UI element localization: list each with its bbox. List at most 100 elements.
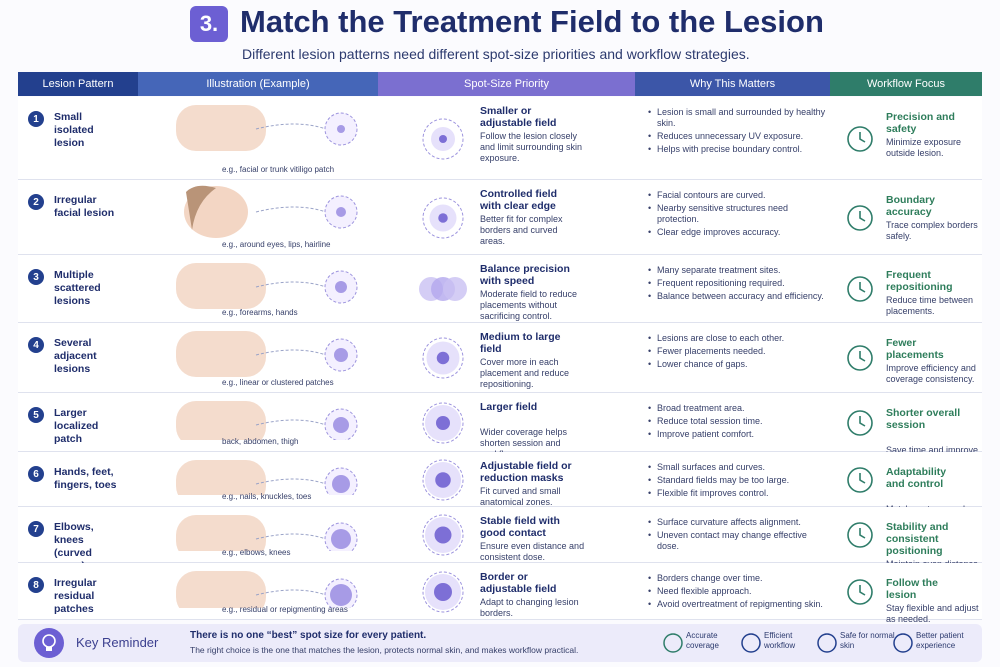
why-list: Broad treatment area. Reduce total sessio… (648, 403, 828, 442)
column-header: Why This Matters (635, 72, 830, 96)
focus-title: Stability and consistent positioning (886, 521, 949, 557)
focus-icon (844, 123, 876, 160)
why-list: Small surfaces and curves. Standard field… (648, 462, 828, 501)
illustration-caption: e.g., elbows, knees (222, 548, 291, 557)
why-item: Need flexible approach. (648, 586, 828, 597)
table-row: 2 Irregular facial lesion e.g., around eye… (18, 180, 982, 255)
priority-title: Medium to large field (480, 331, 561, 355)
why-list: Borders change over time. Need flexible a… (648, 573, 828, 612)
spot-icon-svg (422, 514, 464, 556)
why-item: Reduce total session time. (648, 416, 828, 427)
why-item: Lesion is small and surrounded by health… (648, 107, 828, 129)
row-number: 4 (28, 337, 44, 353)
column-header: Spot-Size Priority (378, 72, 635, 96)
lesion-pattern: Hands, feet, fingers, toes (54, 466, 117, 491)
badge-icon-svg (817, 633, 837, 653)
key-reminder: Key Reminder There is no one “best” spot… (18, 624, 982, 662)
focus-desc: Improve efficiency and coverage consiste… (886, 363, 976, 384)
spot-icon-svg (422, 197, 464, 238)
table-row: 4 Several adjacent lesions e.g., linear or… (18, 323, 982, 393)
focus-title: Frequent repositioning (886, 269, 953, 293)
illustration-caption: e.g., residual or repigmenting areas (222, 605, 348, 614)
focus-icon-svg (847, 409, 873, 436)
spot-icon-svg (419, 277, 467, 301)
subtitle: Different lesion patterns need different… (242, 46, 750, 62)
focus-icon (844, 464, 876, 501)
illustration-svg (176, 460, 358, 506)
column-header: Workflow Focus (830, 72, 982, 96)
spot-icon (418, 401, 468, 450)
why-item: Many separate treatment sites. (648, 265, 828, 276)
illustration-caption: e.g., around eyes, lips, hairline (222, 240, 331, 249)
why-item: Helps with precise boundary control. (648, 144, 828, 155)
illustration (156, 257, 396, 316)
badge-label: Efficient workflow (764, 631, 796, 650)
why-item: Reduces unnecessary UV exposure. (648, 131, 828, 142)
row-number: 7 (28, 521, 44, 537)
spot-icon-svg (422, 571, 464, 612)
focus-icon-svg (847, 522, 873, 548)
focus-icon-svg (847, 578, 873, 605)
focus-desc: Trace complex borders safely. (886, 220, 978, 241)
spot-icon (418, 117, 468, 166)
priority-title: Stable field with good contact (480, 515, 560, 539)
badge-icon-svg (893, 633, 913, 653)
row-number: 2 (28, 194, 44, 210)
priority-desc: Ensure even distance and consistent dose… (480, 541, 585, 562)
table-row: 8 Irregular residual patches e.g., residua… (18, 563, 982, 624)
why-list: Many separate treatment sites. Frequent r… (648, 265, 828, 304)
why-item: Uneven contact may change effective dose… (648, 530, 828, 552)
illustration (156, 325, 396, 386)
focus-icon (844, 519, 876, 556)
table-row: 1 Small isolated lesion e.g., facial or tr… (18, 97, 982, 180)
lesion-pattern: Several adjacent lesions (54, 337, 97, 375)
spot-icon-svg (422, 402, 464, 443)
lesion-pattern: Irregular facial lesion (54, 194, 115, 219)
spot-icon (418, 458, 468, 507)
spot-icon-svg (422, 459, 464, 500)
focus-title: Precision and safety (886, 111, 955, 135)
priority-desc: Moderate field to reduce placements with… (480, 289, 578, 321)
illustration-svg (176, 105, 358, 151)
why-item: Facial contours are curved. (648, 190, 828, 201)
illustration-svg (176, 571, 358, 617)
illustration (156, 454, 396, 506)
why-item: Borders change over time. (648, 573, 828, 584)
focus-icon (844, 407, 876, 444)
row-number: 5 (28, 407, 44, 423)
why-item: Balance between accuracy and efficiency. (648, 291, 828, 302)
illustration (156, 395, 396, 447)
priority-desc: Better fit for complex borders and curve… (480, 214, 563, 246)
focus-icon-svg (847, 466, 873, 493)
focus-title: Boundary accuracy (886, 194, 936, 218)
illustration-caption: e.g., linear or clustered patches (222, 378, 334, 387)
illustration-caption: e.g., nails, knuckles, toes (222, 492, 312, 501)
priority-title: Border or adjustable field (480, 571, 557, 595)
focus-title: Fewer placements (886, 337, 944, 361)
lesion-pattern: Multiple scattered lesions (54, 269, 101, 307)
badge-icon (814, 630, 840, 661)
badge-icon (738, 630, 764, 661)
reminder-line: There is no one “best” spot size for eve… (190, 630, 427, 641)
spot-icon (418, 570, 468, 619)
lesion-pattern: Larger localized patch (54, 407, 99, 445)
illustration-caption: e.g., forearms, hands (222, 308, 298, 317)
focus-icon-svg (847, 276, 873, 302)
why-item: Avoid overtreatment of repigmenting skin… (648, 599, 828, 610)
focus-icon (844, 273, 876, 310)
spot-icon (418, 336, 468, 385)
priority-desc: Follow the lesion closely and limit surr… (480, 131, 583, 163)
priority-title: Larger field (480, 401, 538, 413)
table-row: 3 Multiple scattered lesions e.g., forearm… (18, 255, 982, 323)
focus-desc: Minimize exposure outside lesion. (886, 137, 962, 158)
table-row: 5 Larger localized patch back, abdomen, th… (18, 393, 982, 466)
focus-desc: Stay flexible and adjust as needed. (886, 603, 979, 624)
column-header: Lesion Pattern (18, 72, 138, 96)
row-number: 1 (28, 111, 44, 127)
reminder-title: Key Reminder (76, 635, 159, 650)
focus-title: Shorter overall session (886, 407, 961, 431)
focus-icon (844, 576, 876, 613)
priority-title: Smaller or adjustable field (480, 105, 557, 129)
focus-icon-svg (847, 204, 873, 231)
illustration-caption: e.g., facial or trunk vitiligo patch (222, 165, 335, 174)
